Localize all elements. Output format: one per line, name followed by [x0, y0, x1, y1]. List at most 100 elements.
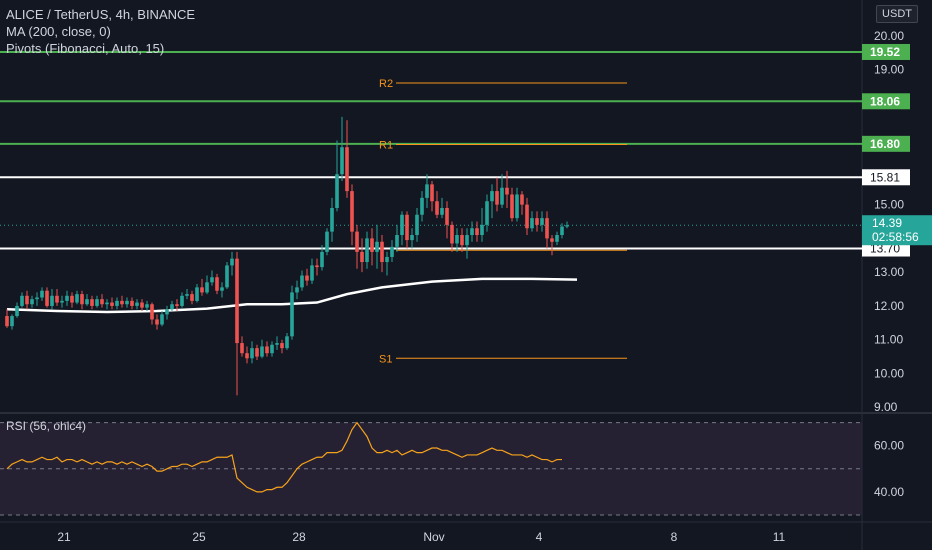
price-tick-label: 19.00	[874, 63, 904, 77]
candle-body	[25, 295, 29, 305]
candle-body	[130, 300, 134, 306]
pivot-label: R1	[379, 140, 393, 152]
candle-body	[555, 235, 559, 242]
candle-body	[225, 265, 229, 288]
currency-button[interactable]: USDT	[876, 5, 918, 23]
candle-body	[65, 295, 69, 301]
candle-body	[50, 295, 54, 306]
candle-body	[275, 343, 279, 345]
candle-body	[375, 241, 379, 252]
candle-body	[145, 304, 149, 308]
current-price-label: 14.39	[872, 216, 902, 230]
candle-body	[310, 265, 314, 281]
candle-body	[215, 277, 219, 291]
time-tick-label: 25	[192, 530, 206, 544]
candle-body	[295, 287, 299, 293]
candle-body	[460, 235, 464, 246]
level-tag-bg	[862, 135, 910, 152]
candle-body	[380, 241, 384, 263]
level-tag: 16.80	[862, 135, 910, 152]
rsi-tick-label: 40.00	[874, 485, 904, 499]
time-tick-label: 8	[671, 530, 678, 544]
ma-200-line	[6, 277, 578, 314]
rsi-line	[6, 421, 562, 493]
candle-body	[265, 346, 269, 354]
level-tag-bg	[862, 43, 910, 60]
candles	[5, 116, 569, 396]
candle-body	[235, 258, 239, 344]
candle-body	[565, 225, 569, 227]
rsi-band	[0, 422, 862, 516]
candle-body	[500, 187, 504, 205]
candle-body	[390, 246, 394, 257]
rsi-band-fill	[0, 422, 862, 515]
candle-body	[165, 309, 169, 315]
candle-body	[520, 194, 524, 205]
candle-body	[420, 197, 424, 215]
time-tick-label: Nov	[423, 530, 444, 544]
candle-body	[465, 235, 469, 246]
candle-body	[230, 258, 234, 266]
candle-body	[205, 282, 209, 293]
candle-body	[430, 184, 434, 202]
candle-body	[405, 214, 409, 241]
candle-body	[180, 295, 184, 306]
candle-body	[45, 290, 49, 306]
candle-body	[475, 228, 479, 236]
price-tick-label: 20.00	[874, 29, 904, 43]
candle-body	[35, 297, 39, 300]
level-tag-label: 18.06	[870, 94, 900, 108]
candle-body	[90, 299, 94, 306]
rsi-series-line	[6, 421, 562, 493]
candle-body	[340, 147, 344, 175]
candle-body	[455, 235, 459, 244]
candle-body	[55, 295, 59, 303]
candle-body	[210, 277, 214, 283]
candle-body	[245, 353, 249, 359]
candle-body	[435, 201, 439, 215]
level-tag-label: 16.80	[870, 137, 900, 151]
candle-body	[95, 299, 99, 306]
candle-body	[450, 224, 454, 244]
candle-body	[155, 319, 159, 325]
level-tag-bg	[862, 93, 910, 110]
chart-legend: ALICE / TetherUS, 4h, BINANCE MA (200, c…	[6, 6, 195, 57]
candle-body	[470, 228, 474, 236]
price-tick-label: 10.00	[874, 366, 904, 380]
candle-body	[100, 299, 104, 305]
candle-body	[250, 348, 254, 359]
candle-body	[350, 191, 354, 232]
candle-body	[110, 302, 114, 306]
candle-body	[320, 251, 324, 268]
candle-body	[125, 300, 129, 305]
price-tick-label: 11.00	[874, 333, 903, 347]
candle-body	[255, 348, 259, 357]
candle-body	[80, 294, 84, 305]
pivots-legend[interactable]: Pivots (Fibonacci, Auto, 15)	[6, 41, 165, 56]
level-tag-label: 15.81	[870, 170, 900, 184]
candle-body	[545, 218, 549, 239]
candle-body	[315, 265, 319, 268]
symbol-title[interactable]: ALICE / TetherUS, 4h, BINANCE	[6, 7, 196, 22]
candle-body	[115, 300, 119, 306]
price-tick-label: 12.00	[874, 299, 904, 313]
candle-body	[190, 294, 194, 301]
candle-body	[530, 218, 534, 229]
ma-legend[interactable]: MA (200, close, 0)	[6, 24, 111, 39]
candle-body	[175, 304, 179, 306]
level-tag: 19.52	[862, 43, 910, 60]
candle-body	[300, 275, 304, 288]
time-tick-label: 4	[536, 530, 543, 544]
candle-body	[285, 336, 289, 349]
pivot-lines: R2 R1 S1	[379, 78, 627, 365]
candle-body	[370, 238, 374, 252]
rsi-legend[interactable]: RSI (56, ohlc4)	[6, 419, 87, 433]
candle-body	[15, 305, 19, 317]
candle-body	[185, 294, 189, 296]
candle-body	[325, 231, 329, 252]
time-axis[interactable]: 21 25 28 Nov 4 8 11	[57, 530, 785, 544]
candle-body	[425, 184, 429, 198]
